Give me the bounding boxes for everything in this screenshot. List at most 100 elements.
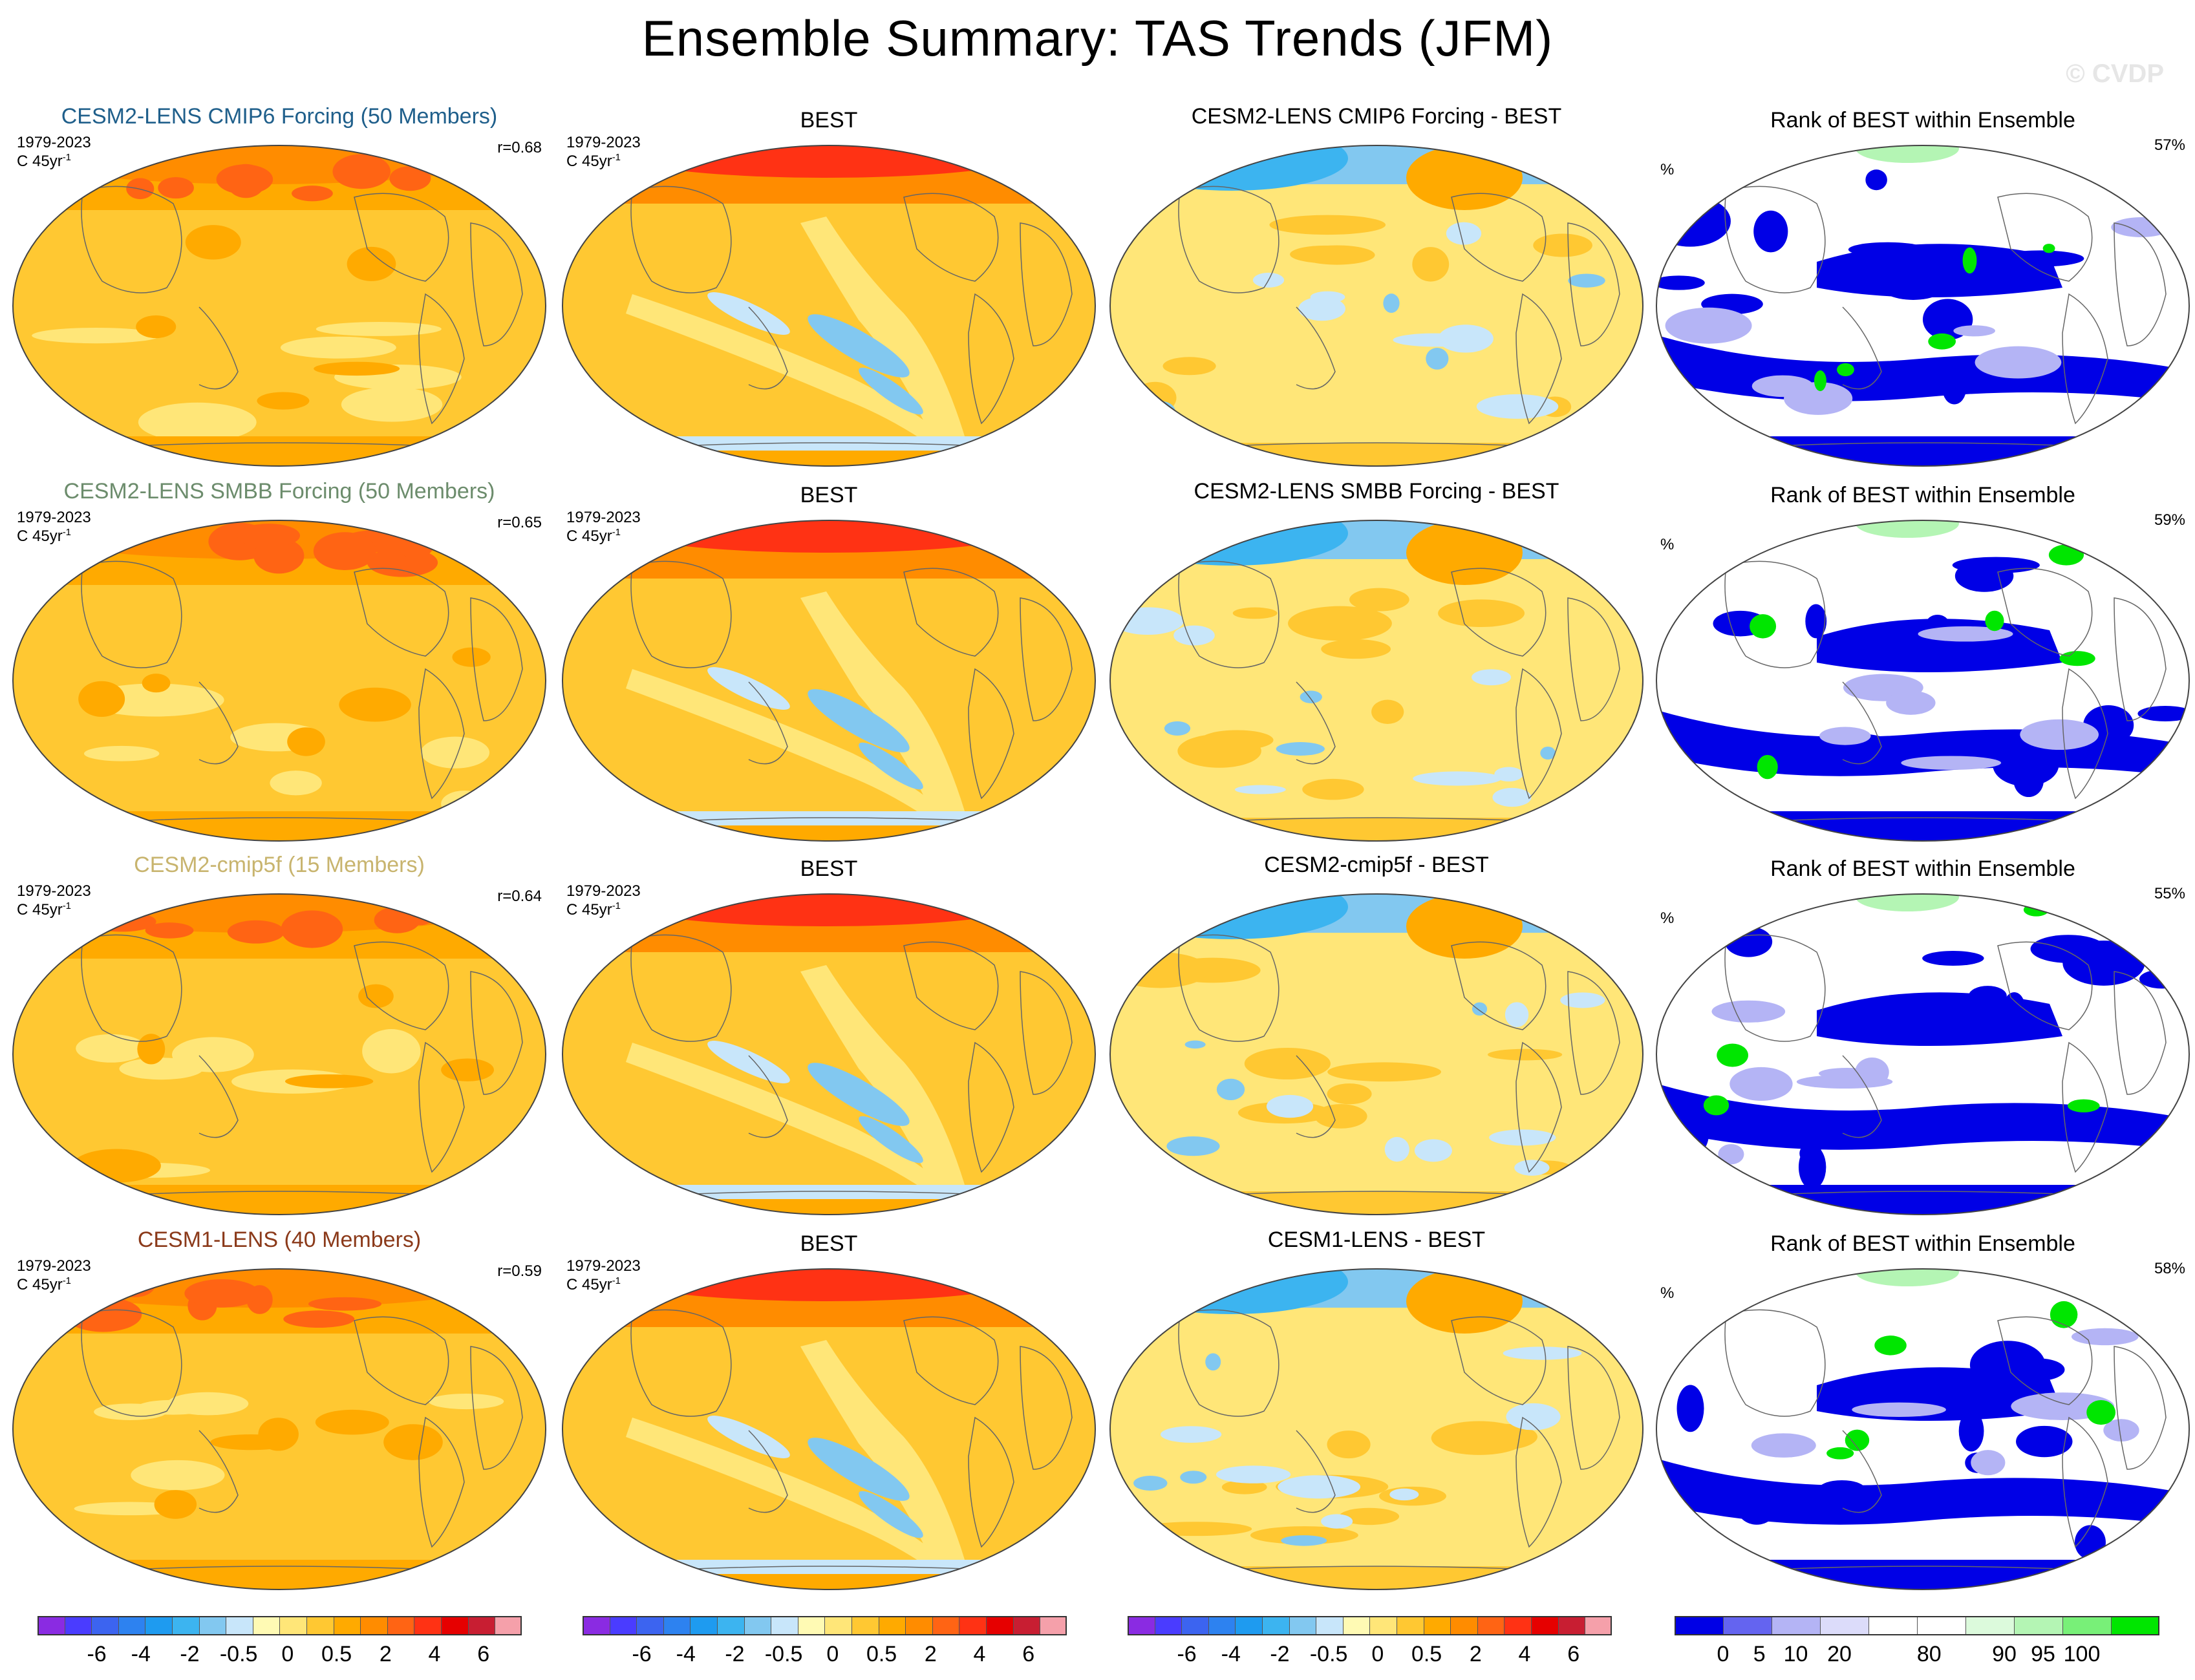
colorbar-swatch bbox=[1262, 1616, 1289, 1635]
colorbar-swatch bbox=[1531, 1616, 1558, 1635]
colorbar-tick-label: 0 bbox=[826, 1642, 839, 1666]
colorbar-swatch bbox=[2014, 1616, 2062, 1635]
colorbar-swatch bbox=[1208, 1616, 1236, 1635]
map-panel-rank-row3: Rank of BEST within Ensemble% 55% bbox=[1649, 849, 2195, 1224]
map-field bbox=[1110, 520, 1643, 841]
rank-percent: 57% bbox=[2154, 136, 2185, 154]
map-border bbox=[562, 1268, 1096, 1590]
diff-panel-title: CESM1-LENS - BEST bbox=[1267, 1228, 1486, 1252]
rank-colorbar-4: 0 5 10 20 80 90 95 100 bbox=[1675, 1616, 2159, 1666]
colorbar-tick-label: 100 bbox=[2063, 1642, 2101, 1666]
colorbar-swatch bbox=[252, 1616, 280, 1635]
colorbar-swatch bbox=[1820, 1616, 1868, 1635]
units-text: C 45yr bbox=[566, 901, 612, 919]
diff-panel-title: CESM2-cmip5f - BEST bbox=[1264, 853, 1489, 877]
map-field bbox=[13, 1269, 546, 1590]
units-label: C 45yr-1 bbox=[566, 527, 621, 546]
obs-map bbox=[562, 145, 1096, 467]
period-label: 1979-2023 bbox=[17, 134, 91, 151]
colorbar-tick-label: 20 bbox=[1827, 1642, 1852, 1666]
map-panel-diff-row1: CESM2-LENS CMIP6 Forcing - BEST bbox=[1102, 100, 1651, 475]
units-label: C 45yr-1 bbox=[566, 1275, 621, 1294]
colorbar-swatch bbox=[1181, 1616, 1208, 1635]
colorbar-swatch bbox=[1423, 1616, 1451, 1635]
colorbar-tick-label: 0.5 bbox=[866, 1642, 897, 1666]
map-field bbox=[562, 145, 1095, 466]
rank-unit-label: % bbox=[1660, 909, 1675, 927]
colorbar-swatch bbox=[609, 1616, 637, 1635]
colorbar-swatch bbox=[37, 1616, 65, 1635]
colorbar-tick-label: 2 bbox=[924, 1642, 937, 1666]
colorbar-tick-label: -0.5 bbox=[764, 1642, 803, 1666]
map-border bbox=[12, 520, 546, 842]
model-panel-title: CESM2-LENS SMBB Forcing (50 Members) bbox=[63, 479, 495, 504]
period-label: 1979-2023 bbox=[566, 134, 641, 151]
units-exponent: -1 bbox=[62, 527, 72, 538]
colorbar-swatch bbox=[495, 1616, 522, 1635]
units-text: C 45yr bbox=[17, 153, 63, 170]
pattern-correlation: r=0.65 bbox=[497, 514, 542, 531]
model-panel-title: CESM2-cmip5f (15 Members) bbox=[134, 853, 425, 877]
colorbar-swatch bbox=[1477, 1616, 1504, 1635]
colorbar-swatch bbox=[663, 1616, 691, 1635]
colorbar-swatch bbox=[64, 1616, 92, 1635]
colorbar-swatch bbox=[1723, 1616, 1772, 1635]
units-exponent: -1 bbox=[612, 527, 621, 538]
units-label: C 45yr-1 bbox=[17, 1275, 71, 1294]
model-panel-title: CESM1-LENS (40 Members) bbox=[137, 1228, 422, 1252]
colorbar-swatch bbox=[986, 1616, 1013, 1635]
colorbar-swatch bbox=[1504, 1616, 1531, 1635]
colorbar-swatch bbox=[2111, 1616, 2159, 1635]
period-label: 1979-2023 bbox=[17, 509, 91, 526]
colorbar-swatch bbox=[1369, 1616, 1397, 1635]
diff-panel-title: CESM2-LENS CMIP6 Forcing - BEST bbox=[1191, 104, 1562, 129]
rank-map bbox=[1656, 1268, 2190, 1590]
cvdp-watermark: © CVDP bbox=[2066, 59, 2164, 88]
units-label: C 45yr-1 bbox=[17, 900, 71, 919]
units-label: C 45yr-1 bbox=[566, 900, 621, 919]
colorbar-tick-label: -4 bbox=[1221, 1642, 1241, 1666]
colorbar-swatch bbox=[333, 1616, 361, 1635]
map-border bbox=[1109, 893, 1644, 1215]
map-border bbox=[1656, 893, 2190, 1215]
colorbar-tick-label: -6 bbox=[1177, 1642, 1197, 1666]
rank-percent: 58% bbox=[2154, 1260, 2185, 1277]
rank-panel-title: Rank of BEST within Ensemble bbox=[1770, 856, 2075, 881]
model-map bbox=[12, 145, 546, 467]
rank-percent: 55% bbox=[2154, 885, 2185, 902]
map-field bbox=[562, 894, 1095, 1215]
diff-map bbox=[1109, 1268, 1644, 1590]
map-border bbox=[1109, 1268, 1644, 1590]
colorbar-tick-label: 2 bbox=[379, 1642, 392, 1666]
map-panel-diff-row3: CESM2-cmip5f - BEST bbox=[1102, 849, 1651, 1224]
pattern-correlation: r=0.68 bbox=[497, 139, 542, 156]
colorbar-swatch bbox=[145, 1616, 172, 1635]
colorbar-tick-label: -2 bbox=[725, 1642, 745, 1666]
colorbar-swatch bbox=[360, 1616, 387, 1635]
colorbar-tick-label: 0 bbox=[1371, 1642, 1384, 1666]
figure-title: Ensemble Summary: TAS Trends (JFM) bbox=[641, 10, 1554, 67]
period-label: 1979-2023 bbox=[17, 882, 91, 900]
colorbar-swatch bbox=[717, 1616, 744, 1635]
colorbar-tick-label: -0.5 bbox=[219, 1642, 258, 1666]
colorbar-tick-label: -4 bbox=[131, 1642, 151, 1666]
pattern-correlation: r=0.59 bbox=[497, 1262, 542, 1280]
diff-map bbox=[1109, 145, 1644, 467]
rank-map bbox=[1656, 520, 2190, 842]
rank-panel-title: Rank of BEST within Ensemble bbox=[1770, 483, 2075, 507]
map-field bbox=[1110, 145, 1643, 466]
colorbar-swatch bbox=[226, 1616, 253, 1635]
units-text: C 45yr bbox=[566, 153, 612, 170]
rank-panel-title: Rank of BEST within Ensemble bbox=[1770, 1231, 2075, 1256]
obs-panel-title: BEST bbox=[800, 856, 858, 881]
colorbar-frame bbox=[1128, 1616, 1612, 1635]
units-label: C 45yr-1 bbox=[17, 152, 71, 171]
colorbar-frame bbox=[1675, 1616, 2159, 1635]
colorbar-swatch bbox=[636, 1616, 663, 1635]
colorbar-swatch bbox=[1558, 1616, 1585, 1635]
colorbar-swatch bbox=[824, 1616, 851, 1635]
colorbar-tick-label: 5 bbox=[1753, 1642, 1766, 1666]
colorbar-swatch bbox=[441, 1616, 468, 1635]
map-panel-rank-row4: Rank of BEST within Ensemble% 58% bbox=[1649, 1224, 2195, 1599]
colorbar-tick-label: 6 bbox=[477, 1642, 490, 1666]
